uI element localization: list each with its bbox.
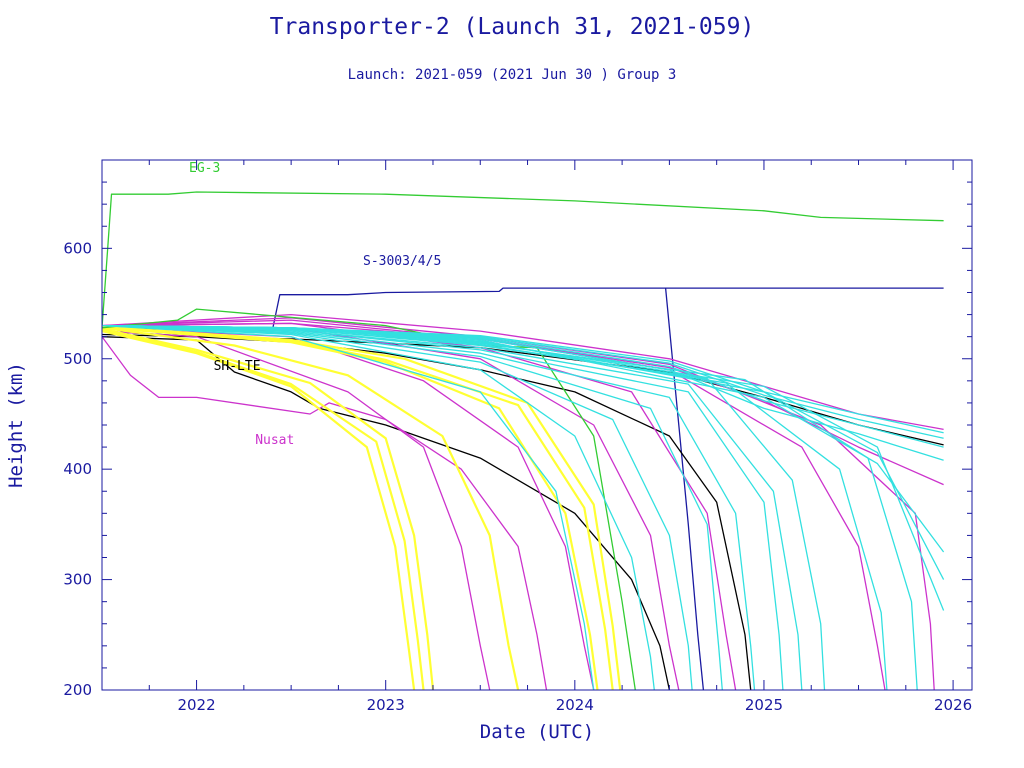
- plot-frame: [101, 159, 973, 691]
- x-tick-label: 2026: [934, 696, 972, 714]
- series-line-33: [102, 324, 918, 690]
- y-tick-label: 200: [63, 681, 92, 699]
- series-line-26: [102, 324, 693, 690]
- series-layer: [102, 191, 945, 690]
- annotation-label: SH-LTE: [214, 359, 261, 374]
- series-line-17: [102, 328, 425, 690]
- series-line-28: [102, 324, 756, 690]
- x-tick-label: 2025: [745, 696, 783, 714]
- series-line-37: [102, 324, 944, 461]
- series-line-27: [102, 324, 723, 690]
- series-line-7: [102, 336, 548, 690]
- y-tick-label: 600: [63, 239, 92, 257]
- chart-title: Transporter-2 (Launch 31, 2021-059): [269, 14, 755, 40]
- y-tick-label: 300: [63, 571, 92, 589]
- x-tick-label: 2023: [367, 696, 405, 714]
- series-line-18: [102, 327, 435, 690]
- y-tick-label: 500: [63, 350, 92, 368]
- series-line-39: [102, 324, 944, 439]
- series-line-8: [102, 330, 491, 690]
- series-line-19: [102, 326, 520, 690]
- series-line-12: [102, 319, 886, 690]
- series-line-24: [102, 324, 595, 690]
- chart-subtitle: Launch: 2021-059 (2021 Jun 30 ) Group 3: [347, 67, 677, 83]
- series-line-15: [102, 322, 944, 486]
- tick-layer: 2022 2023 2024 2025 2026 200 300 400 500 600: [63, 160, 972, 714]
- series-line-40: [102, 324, 944, 434]
- series-line-1: [102, 191, 944, 328]
- series-line-25: [102, 324, 655, 690]
- x-tick-label: 2024: [556, 696, 594, 714]
- x-axis-label: Date (UTC): [480, 721, 594, 743]
- series-line-30: [102, 324, 803, 690]
- x-tick-label: 2022: [177, 696, 215, 714]
- annotation-label: EG-3: [189, 161, 220, 176]
- series-line-20: [102, 326, 599, 690]
- annotation-label: S-3003/4/5: [363, 254, 441, 269]
- series-line-23: [102, 308, 636, 690]
- series-line-16: [102, 330, 416, 690]
- y-tick-label: 400: [63, 460, 92, 478]
- series-line-22: [102, 325, 622, 690]
- series-line-11: [102, 322, 737, 690]
- annotation-label: Nusat: [255, 433, 294, 448]
- annotation-layer: EG-3 S-3003/4/5 SH-LTE Nusat: [189, 161, 441, 448]
- y-axis-label: Height (km): [5, 362, 27, 488]
- series-line-3: [664, 288, 705, 690]
